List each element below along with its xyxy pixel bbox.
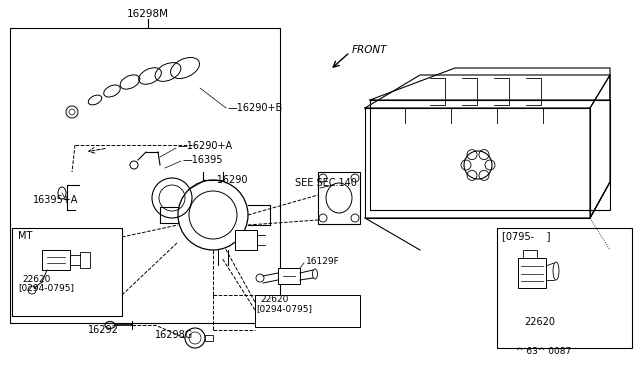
Text: —16290: —16290 [208, 175, 248, 185]
Text: 16298G: 16298G [155, 330, 193, 340]
Text: MT: MT [18, 231, 33, 241]
Text: 16298M: 16298M [127, 9, 169, 19]
Bar [523, 250, 537, 258]
Text: [0795-    ]: [0795- ] [502, 231, 550, 241]
Text: ^ 63^ 0087: ^ 63^ 0087 [516, 347, 572, 356]
Text: 22620: 22620 [260, 295, 289, 305]
Bar [278, 268, 300, 284]
Text: 16292: 16292 [88, 325, 119, 335]
Bar [205, 335, 213, 341]
Bar [497, 228, 632, 348]
Text: [0294-0795]: [0294-0795] [18, 283, 74, 292]
Bar [12, 228, 122, 316]
Text: 16129F: 16129F [306, 257, 340, 266]
Bar [42, 250, 70, 270]
Bar [255, 295, 360, 327]
Text: —16290+A: —16290+A [178, 141, 233, 151]
Bar [235, 230, 257, 250]
Text: —16290+B: —16290+B [228, 103, 284, 113]
Text: 22620: 22620 [525, 317, 556, 327]
Text: —16395: —16395 [183, 155, 223, 165]
Text: SEE SEC.140: SEE SEC.140 [295, 178, 357, 188]
Text: FRONT: FRONT [352, 45, 387, 55]
Text: 22620: 22620 [22, 275, 51, 283]
Bar [518, 258, 546, 288]
Text: [0294-0795]: [0294-0795] [256, 305, 312, 314]
Bar [80, 252, 90, 268]
Bar [318, 172, 360, 224]
Text: 16395+A: 16395+A [33, 195, 78, 205]
Bar [10, 28, 280, 323]
